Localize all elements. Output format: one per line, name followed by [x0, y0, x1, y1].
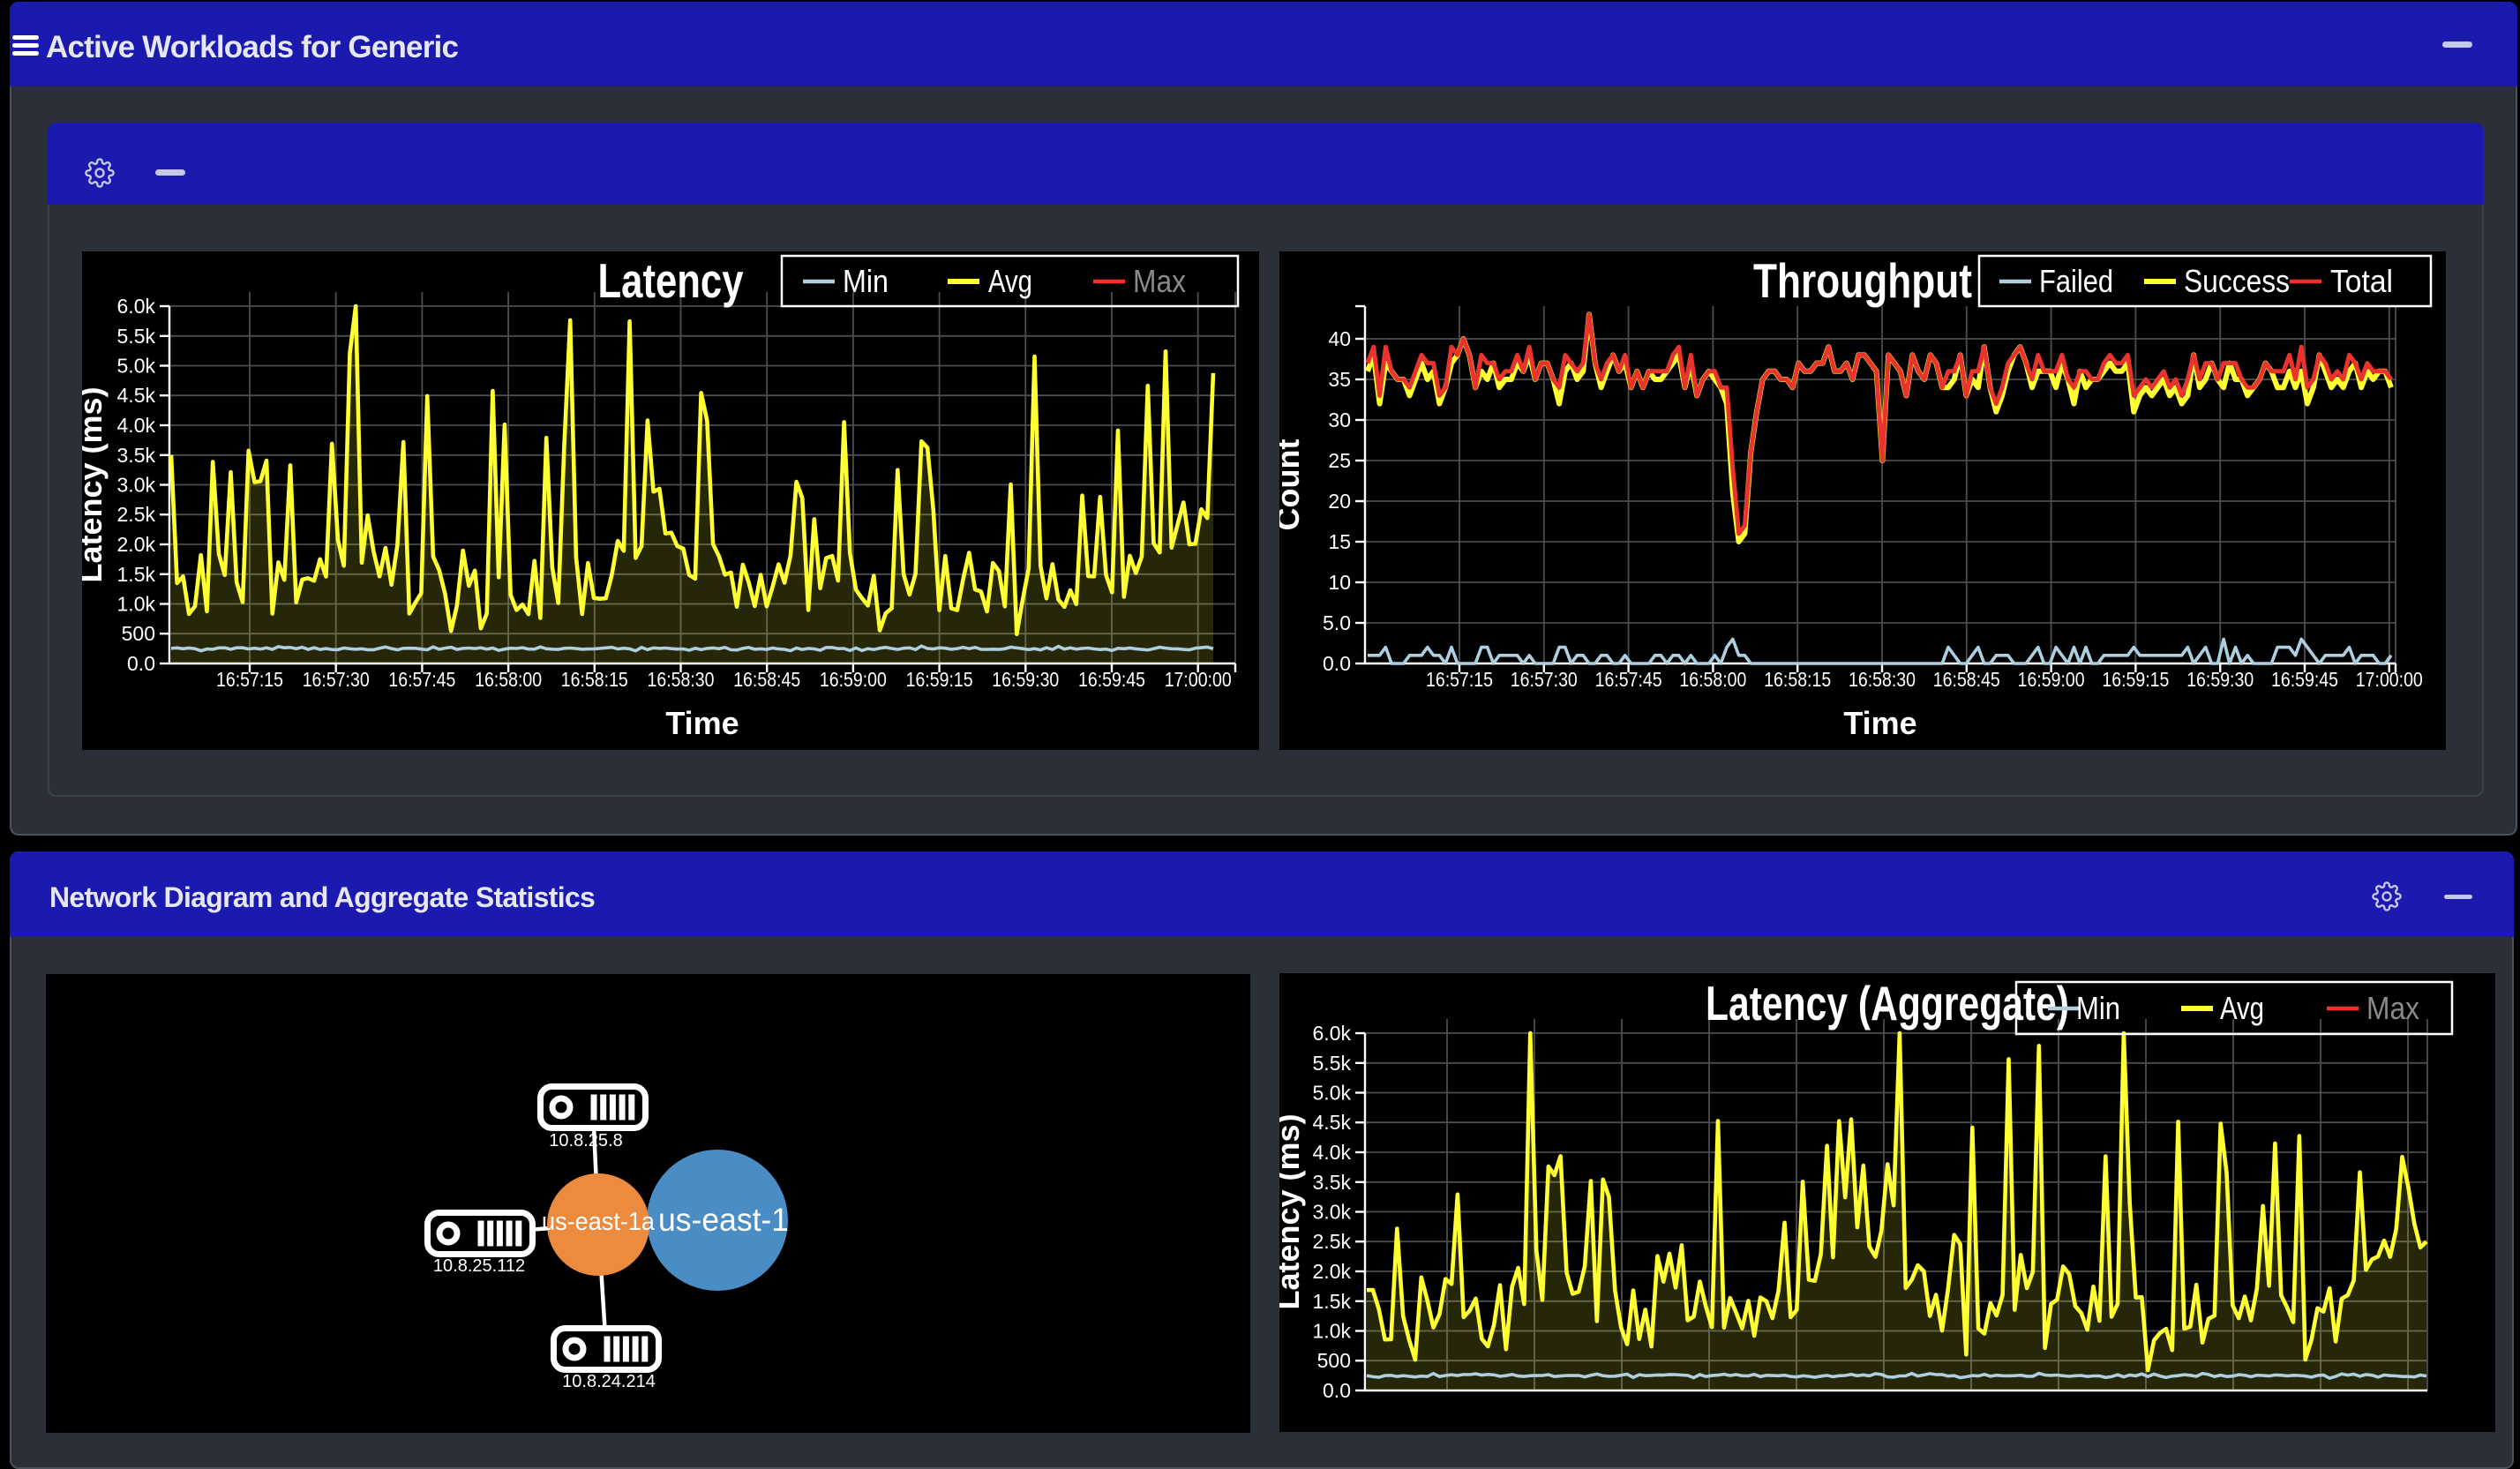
svg-text:2.0k: 2.0k	[1313, 1260, 1352, 1283]
svg-text:1.5k: 1.5k	[117, 563, 156, 586]
svg-text:Latency (ms): Latency (ms)	[82, 386, 109, 582]
svg-text:17:00:00: 17:00:00	[1165, 668, 1232, 691]
svg-text:10.8.25.8: 10.8.25.8	[549, 1131, 622, 1150]
svg-text:16:59:45: 16:59:45	[1078, 668, 1145, 691]
svg-text:Failed: Failed	[2039, 263, 2113, 299]
svg-text:1.5k: 1.5k	[1313, 1290, 1352, 1313]
svg-text:4.5k: 4.5k	[117, 384, 156, 407]
svg-text:16:58:15: 16:58:15	[561, 668, 628, 691]
svg-text:3.0k: 3.0k	[1313, 1201, 1352, 1224]
svg-text:5.0k: 5.0k	[117, 355, 156, 378]
svg-text:16:57:15: 16:57:15	[216, 668, 283, 691]
svg-text:40: 40	[1328, 327, 1351, 350]
svg-text:20: 20	[1328, 490, 1351, 513]
svg-text:4.0k: 4.0k	[1313, 1141, 1352, 1164]
svg-text:500: 500	[1317, 1349, 1351, 1372]
svg-text:us-east-1: us-east-1	[658, 1202, 789, 1238]
svg-text:16:59:30: 16:59:30	[2186, 668, 2254, 691]
svg-text:16:57:30: 16:57:30	[303, 668, 370, 691]
svg-text:16:58:00: 16:58:00	[1679, 668, 1746, 691]
svg-text:2.5k: 2.5k	[117, 503, 156, 526]
svg-text:3.5k: 3.5k	[117, 444, 156, 467]
svg-text:17:00:00: 17:00:00	[2356, 668, 2423, 691]
svg-text:6.0k: 6.0k	[117, 295, 156, 318]
svg-text:16:58:45: 16:58:45	[1933, 668, 2000, 691]
svg-text:10: 10	[1328, 571, 1351, 594]
svg-text:16:59:30: 16:59:30	[992, 668, 1059, 691]
svg-text:16:59:00: 16:59:00	[820, 668, 887, 691]
svg-text:16:57:45: 16:57:45	[388, 668, 455, 691]
svg-text:16:57:45: 16:57:45	[1595, 668, 1662, 691]
svg-text:35: 35	[1328, 368, 1351, 391]
svg-text:Avg: Avg	[2220, 990, 2264, 1026]
svg-text:5.0: 5.0	[1323, 611, 1351, 634]
svg-text:16:58:45: 16:58:45	[733, 668, 800, 691]
svg-text:Time: Time	[665, 705, 739, 741]
svg-text:Success: Success	[2184, 263, 2290, 299]
svg-text:Latency (Aggregate): Latency (Aggregate)	[1706, 976, 2069, 1031]
svg-text:Max: Max	[1133, 263, 1186, 299]
svg-text:Avg: Avg	[988, 263, 1032, 299]
svg-text:4.0k: 4.0k	[117, 414, 156, 437]
svg-text:2.5k: 2.5k	[1313, 1230, 1352, 1253]
svg-text:Time: Time	[1843, 705, 1916, 741]
svg-text:16:57:15: 16:57:15	[1426, 668, 1493, 691]
svg-text:500: 500	[122, 622, 155, 645]
svg-text:10.8.24.214: 10.8.24.214	[562, 1372, 656, 1391]
svg-text:16:58:30: 16:58:30	[648, 668, 715, 691]
svg-text:Max: Max	[2366, 990, 2419, 1026]
svg-text:3.0k: 3.0k	[117, 474, 156, 497]
svg-text:16:59:45: 16:59:45	[2271, 668, 2338, 691]
svg-text:16:59:15: 16:59:15	[906, 668, 973, 691]
svg-text:5.5k: 5.5k	[1313, 1052, 1352, 1075]
svg-text:2.0k: 2.0k	[117, 533, 156, 556]
svg-text:Count: Count	[1279, 439, 1306, 531]
svg-text:6.0k: 6.0k	[1313, 1022, 1352, 1045]
svg-text:1.0k: 1.0k	[1313, 1320, 1352, 1343]
svg-text:16:58:30: 16:58:30	[1849, 668, 1916, 691]
svg-text:16:59:00: 16:59:00	[2018, 668, 2085, 691]
svg-text:5.5k: 5.5k	[117, 325, 156, 348]
svg-text:16:58:00: 16:58:00	[475, 668, 542, 691]
svg-text:16:59:15: 16:59:15	[2102, 668, 2169, 691]
svg-text:Latency (ms): Latency (ms)	[1279, 1113, 1306, 1309]
svg-text:10.8.25.112: 10.8.25.112	[433, 1256, 525, 1276]
svg-text:3.5k: 3.5k	[1313, 1171, 1352, 1194]
svg-text:16:58:15: 16:58:15	[1764, 668, 1831, 691]
svg-text:0.0: 0.0	[1323, 1379, 1351, 1402]
svg-text:5.0k: 5.0k	[1313, 1082, 1352, 1105]
svg-text:us-east-1a: us-east-1a	[542, 1208, 656, 1236]
svg-text:Total: Total	[2330, 263, 2393, 299]
svg-text:0.0: 0.0	[127, 652, 155, 675]
svg-text:30: 30	[1328, 408, 1351, 431]
svg-text:4.5k: 4.5k	[1313, 1111, 1352, 1134]
svg-text:0.0: 0.0	[1323, 652, 1351, 675]
svg-text:16:57:30: 16:57:30	[1511, 668, 1578, 691]
svg-text:Throughput: Throughput	[1753, 253, 1972, 308]
svg-text:Min: Min	[2076, 990, 2120, 1026]
svg-text:25: 25	[1328, 449, 1351, 472]
svg-text:Latency: Latency	[598, 253, 744, 308]
svg-text:15: 15	[1328, 530, 1351, 553]
svg-text:Min: Min	[843, 263, 889, 299]
svg-text:1.0k: 1.0k	[117, 593, 156, 616]
